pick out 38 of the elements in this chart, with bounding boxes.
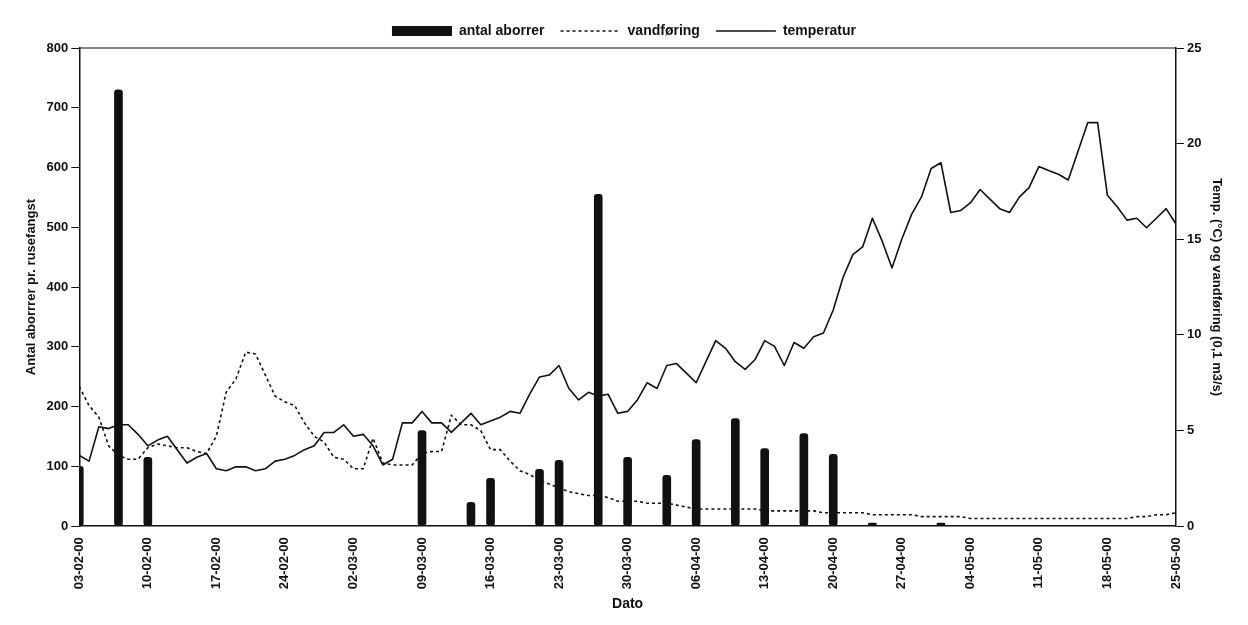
legend-label: vandføring [627, 21, 700, 38]
y2-tick-label: 20 [1186, 135, 1202, 151]
y2-tick-label: 0 [1186, 517, 1195, 533]
x-tick-label: 30-03-00 [619, 537, 635, 590]
y-tick-label: 100 [46, 457, 69, 473]
y-tick-label: 500 [46, 218, 69, 234]
y2-axis-title: Temp. (°C) og vandføring (0,1 m3/s) [1209, 178, 1225, 397]
x-tick-label: 02-03-00 [345, 537, 361, 590]
x-tick-label: 23-03-00 [550, 537, 566, 590]
x-tick-label: 17-02-00 [207, 537, 223, 590]
y-tick-label: 800 [46, 39, 69, 55]
y2-tick-label: 5 [1186, 422, 1195, 438]
x-tick-label: 06-04-00 [687, 537, 703, 590]
x-axis-title: Dato [612, 595, 644, 612]
x-tick-label: 11-05-00 [1030, 537, 1046, 589]
y-tick-label: 700 [46, 99, 69, 115]
y-axis-title: Antal aborrrer pr. rusefangst [23, 198, 39, 376]
x-tick-label: 27-04-00 [893, 537, 909, 590]
x-tick-label: 03-02-00 [70, 537, 86, 590]
y-tick-label: 600 [46, 159, 69, 175]
legend-label: temperatur [782, 21, 857, 38]
y-tick-label: 400 [46, 278, 69, 294]
legend-label: antal aborrer [458, 21, 546, 38]
y-tick-label: 200 [46, 398, 69, 414]
y2-tick-label: 10 [1186, 326, 1202, 342]
x-tick-label: 04-05-00 [961, 537, 977, 590]
x-tick-label: 16-03-00 [482, 537, 498, 590]
x-tick-label: 10-02-00 [139, 537, 155, 590]
x-tick-label: 25-05-00 [1167, 537, 1183, 590]
y-tick-label: 300 [46, 338, 69, 354]
x-tick-label: 18-05-00 [1098, 537, 1114, 590]
x-tick-label: 09-03-00 [413, 537, 429, 590]
y2-tick-label: 25 [1186, 39, 1202, 55]
y-tick-label: 0 [61, 517, 69, 533]
x-tick-label: 24-02-00 [276, 537, 292, 590]
x-tick-label: 13-04-00 [756, 537, 772, 590]
x-tick-label: 20-04-00 [824, 537, 840, 590]
y2-tick-label: 15 [1186, 230, 1202, 246]
